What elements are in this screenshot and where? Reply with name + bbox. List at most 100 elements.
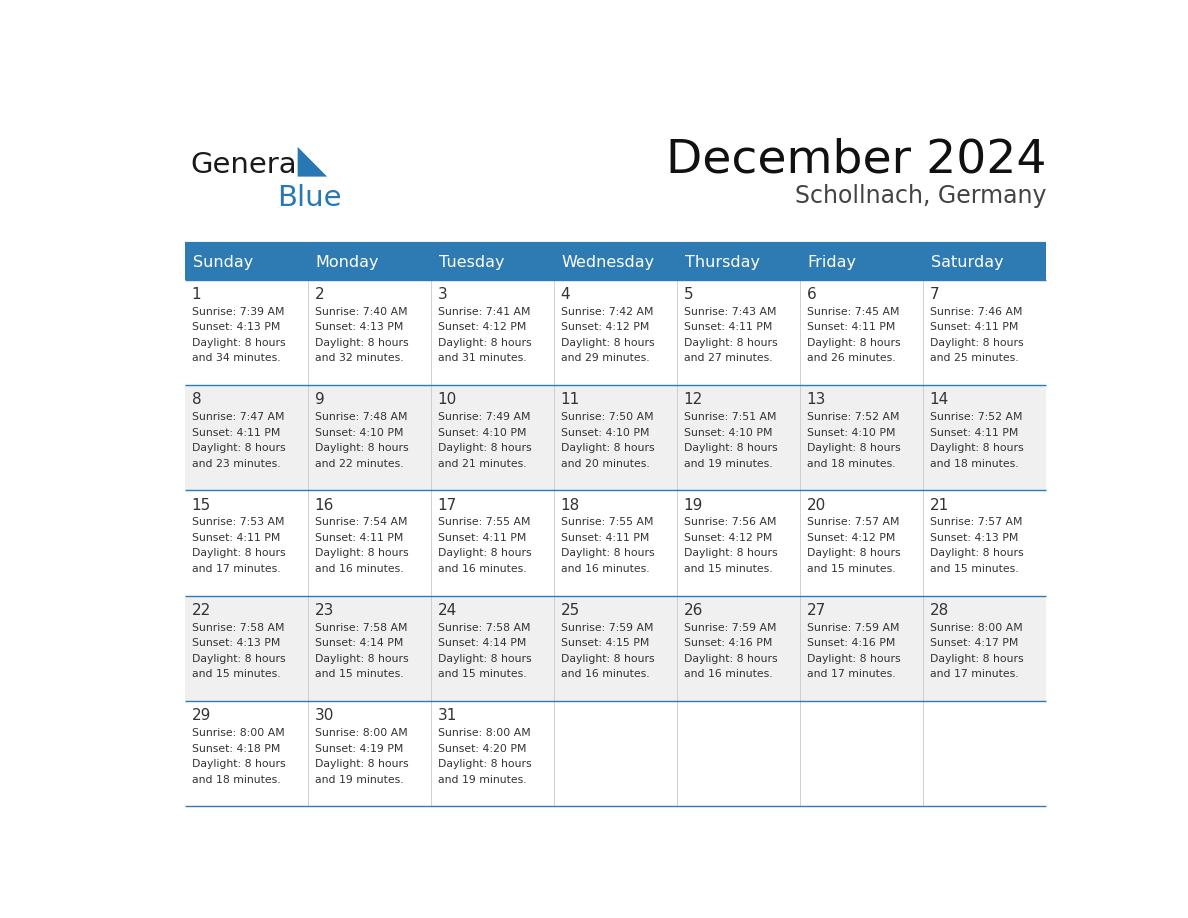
Text: Daylight: 8 hours: Daylight: 8 hours xyxy=(561,548,655,558)
Text: Daylight: 8 hours: Daylight: 8 hours xyxy=(683,338,777,348)
Text: Sunrise: 7:49 AM: Sunrise: 7:49 AM xyxy=(437,412,530,422)
Text: 26: 26 xyxy=(683,603,703,618)
Text: and 16 minutes.: and 16 minutes. xyxy=(561,669,650,679)
Text: Sunset: 4:20 PM: Sunset: 4:20 PM xyxy=(437,744,526,754)
Text: and 15 minutes.: and 15 minutes. xyxy=(930,564,1018,574)
Text: and 15 minutes.: and 15 minutes. xyxy=(807,564,896,574)
Text: Sunrise: 7:39 AM: Sunrise: 7:39 AM xyxy=(191,307,284,317)
Text: Sunset: 4:12 PM: Sunset: 4:12 PM xyxy=(561,322,649,332)
Text: Sunset: 4:13 PM: Sunset: 4:13 PM xyxy=(191,322,280,332)
Text: Sunrise: 7:52 AM: Sunrise: 7:52 AM xyxy=(930,412,1022,422)
Text: 28: 28 xyxy=(930,603,949,618)
Text: and 22 minutes.: and 22 minutes. xyxy=(315,459,404,469)
Text: Daylight: 8 hours: Daylight: 8 hours xyxy=(437,759,531,769)
Text: Sunset: 4:10 PM: Sunset: 4:10 PM xyxy=(683,428,772,438)
Text: and 19 minutes.: and 19 minutes. xyxy=(315,775,404,785)
Text: and 20 minutes.: and 20 minutes. xyxy=(561,459,650,469)
Text: Schollnach, Germany: Schollnach, Germany xyxy=(795,185,1047,208)
Text: and 15 minutes.: and 15 minutes. xyxy=(683,564,772,574)
Text: Sunset: 4:18 PM: Sunset: 4:18 PM xyxy=(191,744,280,754)
Text: and 23 minutes.: and 23 minutes. xyxy=(191,459,280,469)
Text: Daylight: 8 hours: Daylight: 8 hours xyxy=(930,338,1023,348)
Text: Sunrise: 7:57 AM: Sunrise: 7:57 AM xyxy=(930,518,1022,527)
Text: 16: 16 xyxy=(315,498,334,512)
Text: 13: 13 xyxy=(807,392,826,408)
Text: Daylight: 8 hours: Daylight: 8 hours xyxy=(437,654,531,664)
Text: Daylight: 8 hours: Daylight: 8 hours xyxy=(930,654,1023,664)
Text: Sunrise: 8:00 AM: Sunrise: 8:00 AM xyxy=(437,728,531,738)
Text: Sunset: 4:13 PM: Sunset: 4:13 PM xyxy=(315,322,403,332)
Bar xyxy=(923,244,1047,280)
Text: and 29 minutes.: and 29 minutes. xyxy=(561,353,650,364)
Text: Sunrise: 7:57 AM: Sunrise: 7:57 AM xyxy=(807,518,899,527)
Text: Sunset: 4:10 PM: Sunset: 4:10 PM xyxy=(437,428,526,438)
Text: Sunrise: 7:55 AM: Sunrise: 7:55 AM xyxy=(561,518,653,527)
Text: 29: 29 xyxy=(191,708,211,723)
Text: Tuesday: Tuesday xyxy=(438,254,504,270)
Text: Sunrise: 7:40 AM: Sunrise: 7:40 AM xyxy=(315,307,407,317)
Text: 24: 24 xyxy=(437,603,457,618)
Text: 10: 10 xyxy=(437,392,457,408)
Text: and 19 minutes.: and 19 minutes. xyxy=(437,775,526,785)
Text: Daylight: 8 hours: Daylight: 8 hours xyxy=(315,548,409,558)
Text: Friday: Friday xyxy=(808,254,857,270)
Text: Sunset: 4:13 PM: Sunset: 4:13 PM xyxy=(191,638,280,648)
Text: 9: 9 xyxy=(315,392,324,408)
Text: Daylight: 8 hours: Daylight: 8 hours xyxy=(315,654,409,664)
Text: Sunrise: 7:43 AM: Sunrise: 7:43 AM xyxy=(683,307,776,317)
Text: Sunset: 4:12 PM: Sunset: 4:12 PM xyxy=(437,322,526,332)
Bar xyxy=(185,386,1047,490)
Text: Daylight: 8 hours: Daylight: 8 hours xyxy=(191,654,285,664)
Text: and 15 minutes.: and 15 minutes. xyxy=(191,669,280,679)
Text: Sunrise: 7:58 AM: Sunrise: 7:58 AM xyxy=(191,622,284,633)
Text: 14: 14 xyxy=(930,392,949,408)
Text: Blue: Blue xyxy=(278,185,342,212)
Bar xyxy=(555,244,677,280)
Text: 11: 11 xyxy=(561,392,580,408)
Text: and 17 minutes.: and 17 minutes. xyxy=(191,564,280,574)
Text: Sunrise: 7:59 AM: Sunrise: 7:59 AM xyxy=(683,622,776,633)
Text: Daylight: 8 hours: Daylight: 8 hours xyxy=(683,443,777,453)
Text: Daylight: 8 hours: Daylight: 8 hours xyxy=(437,443,531,453)
Text: 18: 18 xyxy=(561,498,580,512)
Text: and 25 minutes.: and 25 minutes. xyxy=(930,353,1018,364)
Text: 4: 4 xyxy=(561,286,570,302)
Text: Daylight: 8 hours: Daylight: 8 hours xyxy=(191,338,285,348)
Text: Sunrise: 8:00 AM: Sunrise: 8:00 AM xyxy=(315,728,407,738)
Text: 22: 22 xyxy=(191,603,211,618)
Text: 1: 1 xyxy=(191,286,202,302)
Bar xyxy=(185,490,1047,596)
Text: Daylight: 8 hours: Daylight: 8 hours xyxy=(930,548,1023,558)
Text: Sunset: 4:10 PM: Sunset: 4:10 PM xyxy=(315,428,403,438)
Text: and 19 minutes.: and 19 minutes. xyxy=(683,459,772,469)
Text: Sunset: 4:11 PM: Sunset: 4:11 PM xyxy=(437,532,526,543)
Text: Wednesday: Wednesday xyxy=(562,254,655,270)
Text: General: General xyxy=(190,151,304,179)
Text: Sunset: 4:14 PM: Sunset: 4:14 PM xyxy=(315,638,403,648)
Text: Sunrise: 7:45 AM: Sunrise: 7:45 AM xyxy=(807,307,899,317)
Text: and 16 minutes.: and 16 minutes. xyxy=(561,564,650,574)
Bar xyxy=(801,244,923,280)
Text: Sunset: 4:17 PM: Sunset: 4:17 PM xyxy=(930,638,1018,648)
Text: Daylight: 8 hours: Daylight: 8 hours xyxy=(807,443,901,453)
Text: Sunrise: 7:54 AM: Sunrise: 7:54 AM xyxy=(315,518,407,527)
Text: and 18 minutes.: and 18 minutes. xyxy=(807,459,896,469)
Bar xyxy=(185,280,1047,386)
Text: and 15 minutes.: and 15 minutes. xyxy=(437,669,526,679)
Text: 30: 30 xyxy=(315,708,334,723)
Text: Daylight: 8 hours: Daylight: 8 hours xyxy=(561,443,655,453)
Text: Sunset: 4:11 PM: Sunset: 4:11 PM xyxy=(930,428,1018,438)
Text: 7: 7 xyxy=(930,286,940,302)
Text: Sunrise: 7:42 AM: Sunrise: 7:42 AM xyxy=(561,307,653,317)
Text: Sunrise: 8:00 AM: Sunrise: 8:00 AM xyxy=(191,728,284,738)
Text: Daylight: 8 hours: Daylight: 8 hours xyxy=(807,548,901,558)
Text: 19: 19 xyxy=(683,498,703,512)
Text: Sunrise: 7:59 AM: Sunrise: 7:59 AM xyxy=(807,622,899,633)
Text: Saturday: Saturday xyxy=(930,254,1003,270)
Text: Sunrise: 7:50 AM: Sunrise: 7:50 AM xyxy=(561,412,653,422)
Text: Sunset: 4:10 PM: Sunset: 4:10 PM xyxy=(561,428,649,438)
Text: December 2024: December 2024 xyxy=(665,137,1047,182)
Text: and 27 minutes.: and 27 minutes. xyxy=(683,353,772,364)
Text: 8: 8 xyxy=(191,392,202,408)
Text: Sunrise: 7:48 AM: Sunrise: 7:48 AM xyxy=(315,412,407,422)
